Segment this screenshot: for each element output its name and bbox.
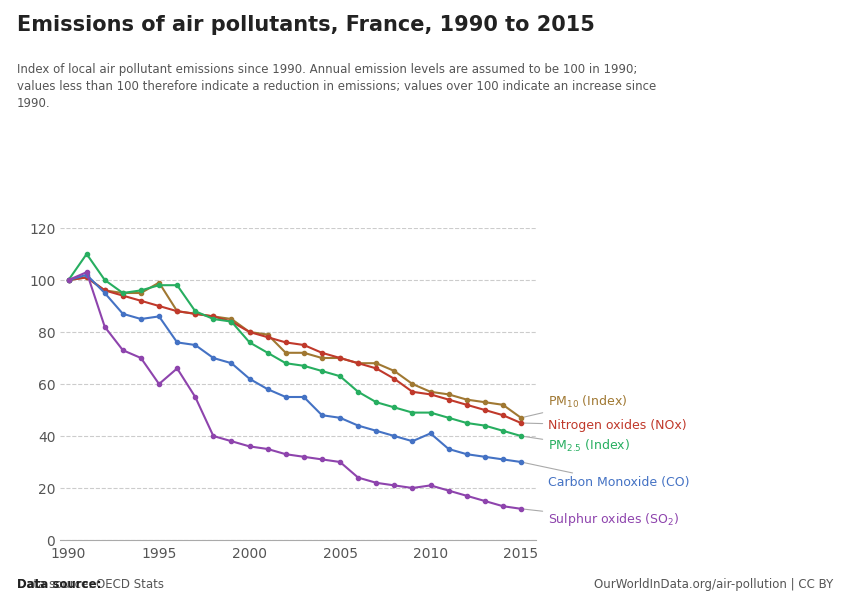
Text: PM$_{10}$ (Index): PM$_{10}$ (Index) — [524, 394, 627, 417]
Text: Nitrogen oxides (NOx): Nitrogen oxides (NOx) — [524, 419, 687, 432]
Text: OurWorldInData.org/air-pollution | CC BY: OurWorldInData.org/air-pollution | CC BY — [594, 578, 833, 591]
Text: Index of local air pollutant emissions since 1990. Annual emission levels are as: Index of local air pollutant emissions s… — [17, 63, 656, 110]
Text: Our World
in Data: Our World in Data — [711, 23, 781, 50]
Text: Carbon Monoxide (CO): Carbon Monoxide (CO) — [524, 463, 689, 490]
Text: Data source: OECD Stats: Data source: OECD Stats — [17, 578, 164, 591]
Text: Emissions of air pollutants, France, 1990 to 2015: Emissions of air pollutants, France, 199… — [17, 15, 595, 35]
Text: Sulphur oxides (SO$_2$): Sulphur oxides (SO$_2$) — [524, 509, 679, 528]
Text: PM$_{2.5}$ (Index): PM$_{2.5}$ (Index) — [524, 436, 630, 454]
Text: Data source:: Data source: — [17, 578, 101, 591]
